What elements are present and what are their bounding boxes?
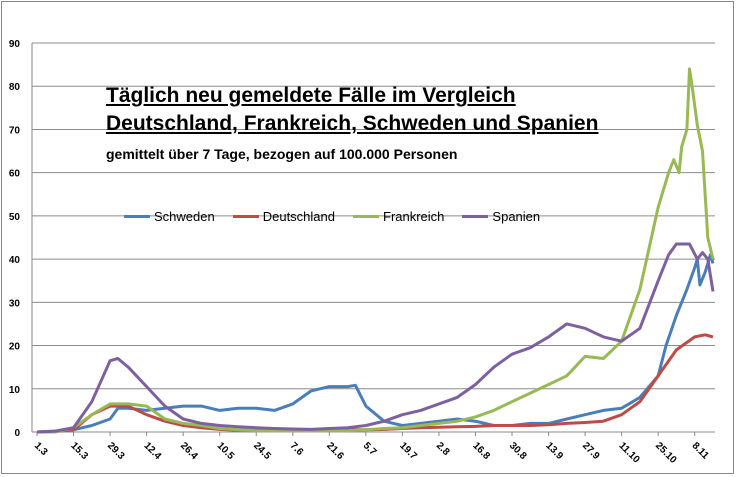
legend-swatch [124,215,150,218]
x-tick-label: 15.3 [68,440,90,462]
x-tick-label: 10.5 [215,440,237,462]
y-tick-label: 70 [9,125,21,136]
legend-swatch [462,215,489,218]
x-tick-label: 13.9 [543,440,565,462]
y-tick-label: 10 [9,385,21,396]
legend-swatch [353,215,379,218]
x-tick-label: 21.6 [324,440,346,462]
legend-item-schweden: Schweden [124,209,215,224]
y-tick-label: 90 [9,39,21,50]
y-tick-label: 60 [9,169,21,180]
x-tick-label: 30.8 [507,440,529,462]
y-tick-label: 30 [9,298,21,309]
x-tick-label: 29.3 [105,440,127,462]
legend-label: Schweden [154,209,215,224]
y-tick-label: 40 [9,255,21,266]
x-tick-label: 16.8 [470,440,492,462]
chart-subtitle: gemittelt über 7 Tage, bezogen auf 100.0… [106,146,458,162]
x-tick-label: 5.7 [361,440,379,458]
series-line-frankreich [37,67,715,434]
series-line-spanien [36,242,715,434]
x-tick-label: 26.4 [178,440,200,462]
legend-swatch [232,215,259,218]
x-tick-label: 27.9 [580,440,602,462]
chart-title: Täglich neu gemeldete Fälle im Vergleich [106,84,516,107]
x-tick-label: 24.5 [251,440,273,462]
legend-item-deutschland: Deutschland [232,209,335,224]
legend-item-frankreich: Frankreich [353,209,444,224]
x-tick-label: 19.7 [397,440,419,462]
legend-label: Frankreich [383,209,445,224]
legend-item-spanien: Spanien [462,209,540,224]
x-tick-label: 1.3 [32,440,50,458]
legend: Schweden Deutschland Frankreich Spanien [124,209,558,224]
y-tick-label: 80 [9,82,21,93]
x-tick-label: 12.4 [141,440,163,462]
chart-title-line2: Deutschland, Frankreich, Schweden und Sp… [106,112,599,135]
series-line-schweden [36,253,715,434]
y-tick-label: 20 [9,342,21,353]
y-tick-label: 50 [9,212,21,223]
x-tick-label: 8.11 [690,440,711,461]
y-tick-label: 0 [14,428,20,439]
x-tick-label: 7.6 [288,440,306,458]
x-tick-label: 11.10 [617,440,642,465]
x-tick-label: 25.10 [653,440,679,466]
legend-label: Spanien [492,209,541,224]
legend-label: Deutschland [262,209,335,224]
x-tick-label: 2.8 [434,440,452,458]
